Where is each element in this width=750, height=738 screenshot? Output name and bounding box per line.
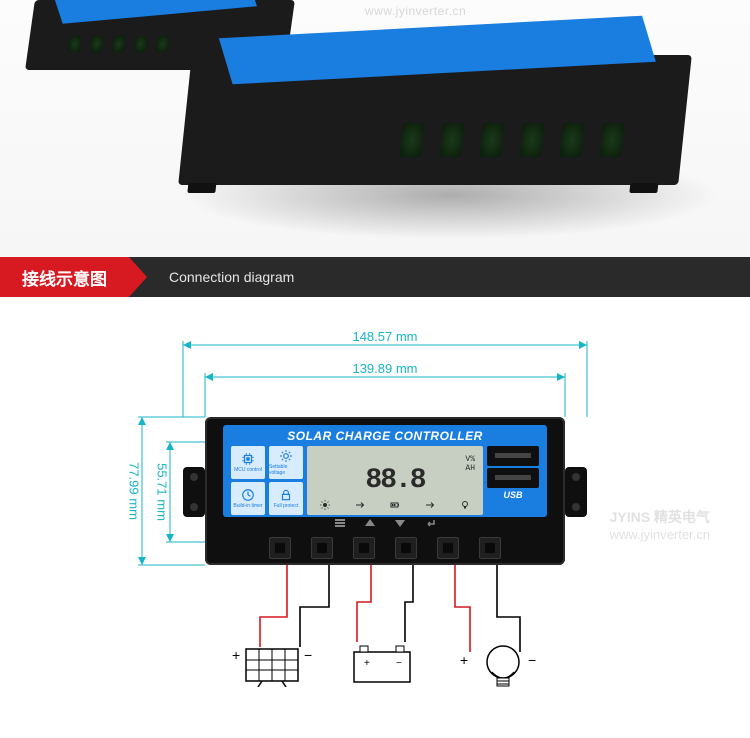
load-minus: − — [528, 652, 536, 668]
solar-plus: + — [232, 647, 240, 663]
product-photo-area: www.jyinverter.cn — [0, 0, 750, 257]
solar-minus: − — [304, 647, 312, 663]
section-title-en: Connection diagram — [169, 269, 294, 285]
watermark-top: www.jyinverter.cn — [365, 4, 466, 18]
solar-panel-icon — [244, 647, 300, 687]
svg-text:+: + — [364, 658, 370, 669]
section-header: 接线示意图 Connection diagram — [0, 257, 750, 297]
svg-text:−: − — [396, 658, 402, 669]
bulb-icon — [480, 642, 526, 692]
connection-diagram: 148.57 mm 139.89 mm 77.99 mm 55.71 mm SO… — [0, 297, 750, 738]
section-title-cn: 接线示意图 — [0, 257, 129, 297]
product-unit-front — [178, 55, 692, 185]
watermark-brand: JYINS 精英电气 www.jyinverter.cn — [610, 507, 710, 542]
battery-icon: +− — [350, 642, 414, 686]
load-plus: + — [460, 652, 468, 668]
